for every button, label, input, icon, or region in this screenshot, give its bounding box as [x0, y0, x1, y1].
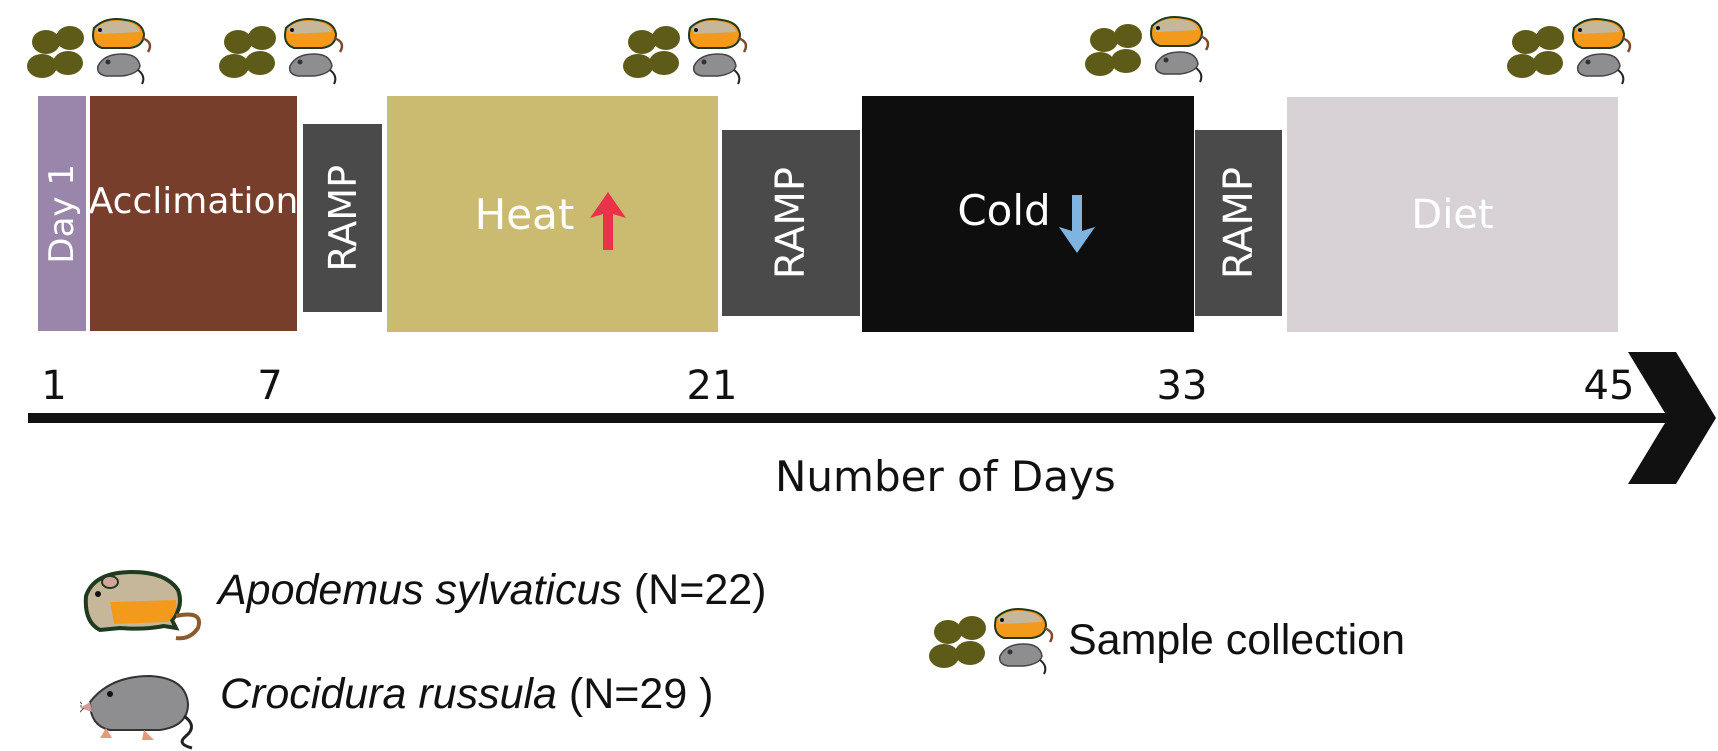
legend-species-1: Apodemus sylvaticus (N=22) [218, 566, 767, 615]
phase-day1-label: Day 1 [42, 163, 82, 264]
timeline-axis [28, 352, 1716, 484]
tick-label-7: 7 [257, 363, 283, 409]
legend-species-2-count: (N=29 ) [568, 670, 714, 718]
phase-day1: Day 1 [38, 96, 88, 331]
legend-species-2-name: Crocidura russula [220, 670, 557, 718]
legend-species-1-name: Apodemus sylvaticus [218, 566, 622, 614]
phase-cold-label: Cold [957, 185, 1051, 235]
phase-diet: Diet [1287, 97, 1618, 332]
sample-collection-icon [928, 607, 1054, 676]
legend-species-2: Crocidura russula (N=29 ) [220, 670, 714, 719]
sample-collection-icon [1084, 15, 1210, 84]
tick-label-33: 33 [1156, 363, 1208, 409]
phase-ramp-2-label: RAMP [768, 166, 814, 280]
tick-label-45: 45 [1583, 363, 1635, 409]
phase-ramp-1-label: RAMP [320, 164, 365, 272]
phase-heat: Heat [387, 96, 718, 332]
phase-acclimation-label: Acclimation [88, 181, 299, 222]
legend-species-1-count: (N=22) [633, 566, 767, 614]
phase-ramp-3: RAMP [1195, 130, 1282, 316]
tick-label-1: 1 [41, 363, 67, 409]
sample-collection-icon [1506, 17, 1632, 86]
phase-cold: Cold [862, 96, 1194, 332]
phase-ramp-3-label: RAMP [1215, 166, 1262, 280]
phase-diet-label: Diet [1411, 191, 1494, 238]
shrew-icon [80, 674, 193, 750]
sample-collection-icon [622, 17, 748, 86]
arrow-up-icon [590, 192, 627, 250]
sample-collection-icon [26, 17, 152, 86]
tick-label-21: 21 [686, 363, 738, 409]
phase-acclimation: Acclimation [88, 96, 299, 331]
phase-ramp-1: RAMP [303, 124, 382, 312]
phase-ramp-2: RAMP [722, 130, 860, 316]
phase-heat-label: Heat [474, 189, 575, 239]
wood-mouse-icon [83, 569, 201, 641]
sample-collection-icon [218, 17, 344, 86]
legend-sample-label: Sample collection [1068, 616, 1406, 664]
axis-title: Number of Days [775, 452, 1116, 501]
arrow-down-icon [1058, 195, 1095, 253]
